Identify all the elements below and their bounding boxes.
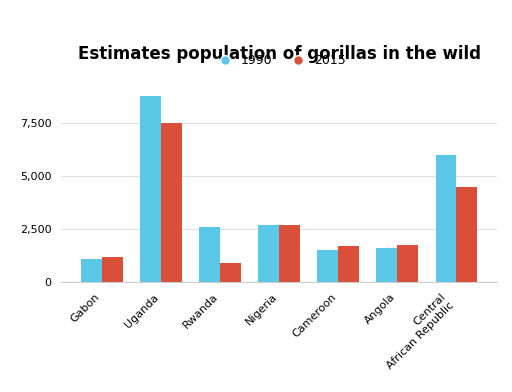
Bar	[220, 263, 241, 282]
Bar	[376, 249, 397, 282]
Bar	[81, 259, 102, 282]
Legend: 1990, 2015: 1990, 2015	[207, 49, 351, 72]
Bar	[199, 227, 220, 282]
Bar	[317, 250, 338, 282]
Bar	[397, 245, 418, 282]
Bar	[456, 187, 477, 282]
Bar	[102, 257, 122, 282]
Title: Estimates population of gorillas in the wild: Estimates population of gorillas in the …	[77, 45, 481, 64]
Bar	[338, 246, 359, 282]
Bar	[279, 225, 300, 282]
Bar	[259, 225, 279, 282]
Bar	[436, 155, 456, 282]
Bar	[161, 123, 182, 282]
Bar	[140, 96, 161, 282]
